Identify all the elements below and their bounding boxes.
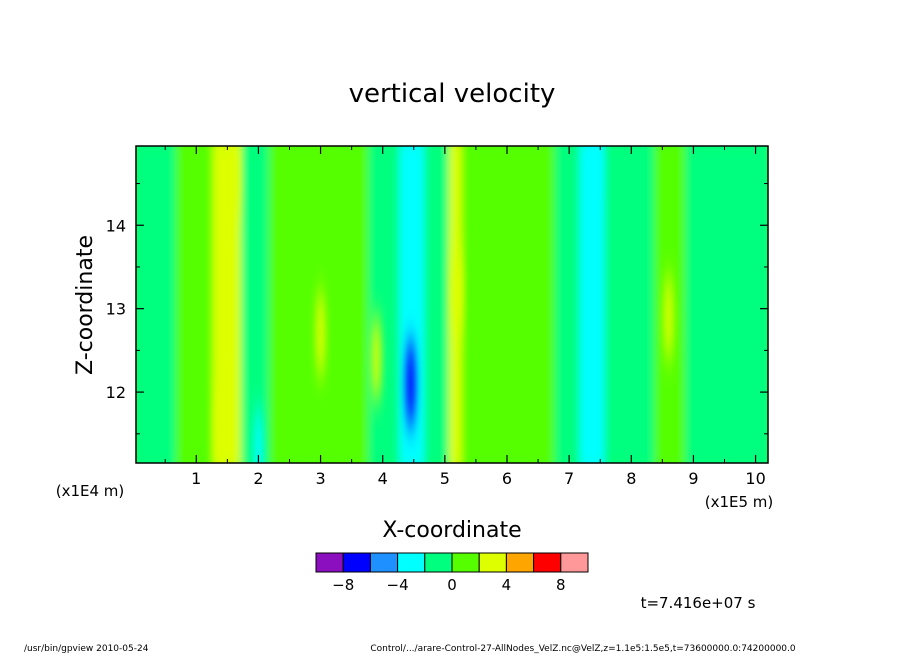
colorbar-swatch xyxy=(478,552,507,573)
heatmap-spot-7 xyxy=(253,405,264,463)
heatmap-spot-5 xyxy=(663,272,674,363)
colorbar-swatch xyxy=(533,552,562,573)
heatmap-band-5 xyxy=(368,146,404,463)
y-tick-label: 14 xyxy=(106,216,126,235)
colorbar-swatch xyxy=(560,552,589,573)
time-label: t=7.416e+07 s xyxy=(641,594,756,612)
colorbar-swatch xyxy=(397,552,426,573)
chart-title: vertical velocity xyxy=(349,79,556,109)
x-unit-left: (x1E4 m) xyxy=(56,482,125,500)
x-tick-label: 7 xyxy=(564,469,574,488)
heatmap-band-14 xyxy=(685,146,768,463)
colorbar-tick-label: 4 xyxy=(502,576,512,594)
x-tick-label: 5 xyxy=(440,469,450,488)
heatmap-spot-0 xyxy=(228,146,239,221)
y-axis: 12 13 14 xyxy=(106,183,768,435)
x-tick-label: 9 xyxy=(688,469,698,488)
heatmap-band-12 xyxy=(604,146,659,463)
heatmap-spot-6 xyxy=(588,146,599,204)
colorbar-tick-label: 0 xyxy=(447,576,457,594)
colorbar-swatch xyxy=(315,552,344,573)
x-axis-label: X-coordinate xyxy=(382,518,521,543)
colorbar-swatch xyxy=(424,552,453,573)
heatmap-spot-4 xyxy=(452,246,463,337)
plot-frame xyxy=(135,145,769,464)
colorbar-tick-label: −4 xyxy=(387,576,409,594)
x-tick-label: 1 xyxy=(191,469,201,488)
footer-right: Control/.../arare-Control-27-AllNodes_Ve… xyxy=(370,644,795,654)
x-unit-right: (x1E5 m) xyxy=(705,493,774,511)
x-tick-label: 6 xyxy=(502,469,512,488)
heatmap-band-10 xyxy=(554,146,584,463)
x-axis: 1 2 3 4 5 6 7 8 9 10 xyxy=(164,146,766,488)
x-tick-label: 8 xyxy=(626,469,636,488)
colorbar: −8 −4 0 4 8 xyxy=(315,552,589,594)
y-tick-label: 12 xyxy=(106,383,126,402)
heatmap-band-6 xyxy=(399,146,429,463)
colorbar-swatch xyxy=(505,552,535,573)
heatmap-spot-2 xyxy=(405,338,416,429)
heatmap-band-9 xyxy=(461,146,559,463)
x-tick-label: 3 xyxy=(315,469,325,488)
heatmap-spot-8 xyxy=(315,288,326,379)
heatmap-spot-1 xyxy=(216,380,227,463)
heatmap-band-1 xyxy=(175,146,217,463)
colorbar-tick-label: −8 xyxy=(332,576,354,594)
x-tick-label: 4 xyxy=(378,469,388,488)
plot-area xyxy=(136,146,768,463)
footer-left: /usr/bin/gpview 2010-05-24 xyxy=(24,644,149,654)
heatmap-band-7 xyxy=(424,146,454,463)
heatmap-band-0 xyxy=(136,146,180,463)
heatmap-spot-3 xyxy=(371,313,382,404)
colorbar-swatch xyxy=(369,552,399,573)
colorbar-swatch xyxy=(451,552,480,573)
heatmap-spots xyxy=(216,146,674,463)
x-tick-label: 2 xyxy=(253,469,263,488)
y-axis-label: Z-coordinate xyxy=(73,235,98,375)
colorbar-tick-label: 8 xyxy=(556,576,566,594)
colorbar-swatch xyxy=(342,552,371,573)
y-tick-label: 13 xyxy=(106,300,126,319)
x-tick-label: 10 xyxy=(745,469,765,488)
